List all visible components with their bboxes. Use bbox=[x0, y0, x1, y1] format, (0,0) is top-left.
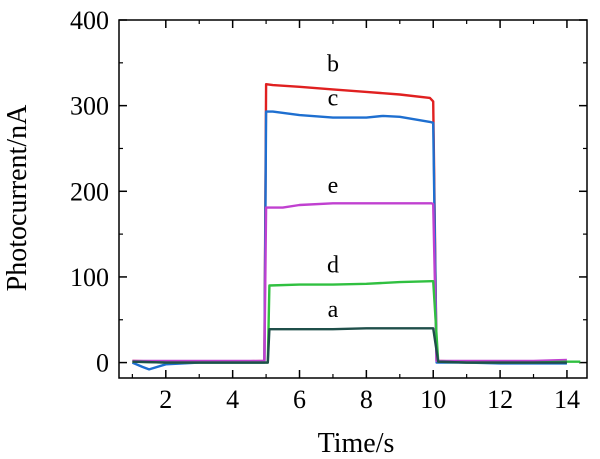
x-tick-label: 2 bbox=[159, 385, 172, 414]
series-line-e bbox=[132, 202, 567, 363]
series-label-a: a bbox=[328, 297, 339, 323]
series-label-e: e bbox=[328, 173, 339, 199]
series-label-c: c bbox=[328, 86, 339, 112]
series-labels: bc e da bbox=[327, 51, 339, 323]
axes: 2 4 6 8 10 12 14 0 100 200 300 400 bbox=[70, 6, 588, 414]
y-axis-title: Photocurrent/nA bbox=[2, 104, 33, 291]
series-line-c bbox=[131, 110, 567, 371]
x-tick-label: 4 bbox=[226, 385, 239, 414]
y-tick-label: 300 bbox=[70, 92, 109, 121]
x-tick-label: 10 bbox=[420, 385, 446, 414]
series-label-d: d bbox=[327, 253, 339, 279]
plot-frame bbox=[118, 19, 588, 379]
series-line-d bbox=[132, 280, 581, 364]
y-tick-label: 400 bbox=[70, 6, 109, 35]
y-tick-label: 0 bbox=[96, 349, 109, 378]
y-tick-label: 200 bbox=[70, 177, 109, 206]
series-group bbox=[131, 82, 581, 371]
x-axis-title: Time/s bbox=[318, 428, 395, 459]
x-tick-label: 14 bbox=[554, 385, 580, 414]
x-tick-label: 6 bbox=[293, 385, 306, 414]
series-line-b bbox=[132, 82, 567, 363]
series-label-b: b bbox=[327, 51, 339, 77]
y-tick-label: 100 bbox=[70, 263, 109, 292]
x-tick-label: 8 bbox=[360, 385, 373, 414]
x-tick-label: 12 bbox=[487, 385, 513, 414]
series-line-a bbox=[132, 327, 567, 364]
